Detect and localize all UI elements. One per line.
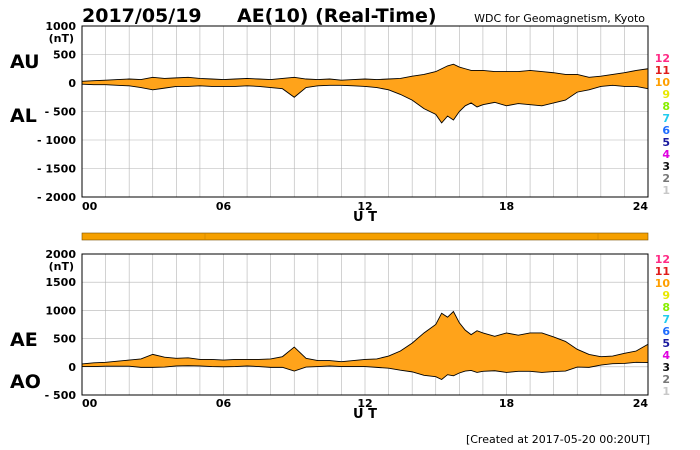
y-tick-label: - 500: [45, 106, 77, 119]
x-axis-label: U T: [353, 210, 377, 225]
station-legend-item: 5: [662, 136, 670, 149]
station-legend-item: 7: [662, 313, 670, 326]
station-legend-item: 8: [662, 301, 670, 314]
x-tick-label: 18: [499, 200, 514, 213]
station-legend-item: 9: [662, 88, 670, 101]
y-tick-label: - 1500: [37, 163, 76, 176]
y-tick-label: - 1000: [37, 134, 76, 147]
au-al-panel: 1000 500 0 - 500 - 1000 - 1500 - 2000 00 06 12 18 2…: [10, 20, 649, 225]
plot-frame: [81, 25, 649, 198]
date-title: 2017/05/19: [82, 5, 202, 27]
series-line-ao: [82, 361, 649, 381]
unit-label: (nT): [49, 32, 74, 45]
x-tick-label: 06: [216, 397, 232, 410]
x-tick-label: 06: [216, 200, 232, 213]
plot-frame: [81, 253, 649, 396]
y-tick-label: 2000: [45, 248, 76, 261]
station-legend-item: 12: [655, 253, 670, 266]
series-label-lower: AL: [10, 105, 37, 127]
y-tick-label: 0: [68, 77, 76, 90]
station-legend-item: 6: [662, 124, 670, 137]
series-area-fill: [82, 311, 648, 380]
station-legend-item: 2: [662, 373, 670, 386]
y-tick-label: - 2000: [37, 191, 76, 204]
x-tick-label: 24: [633, 200, 649, 213]
station-legend-item: 12: [655, 52, 670, 65]
x-tick-label: 12: [357, 397, 372, 410]
station-legend-item: 2: [662, 172, 670, 185]
chart-title: AE(10) (Real-Time): [237, 5, 437, 27]
y-tick-label: 1000: [45, 20, 76, 33]
station-legend-item: 9: [662, 289, 670, 302]
station-legend-item: 1: [662, 184, 670, 197]
series-label-upper: AE: [10, 329, 38, 351]
station-legend-item: 11: [655, 64, 670, 77]
y-tick-label: - 500: [45, 389, 77, 402]
station-legend-item: 11: [655, 265, 670, 278]
series-label-upper: AU: [10, 51, 40, 73]
unit-label: (nT): [49, 260, 74, 273]
status-bar: [81, 232, 649, 241]
series-area-fill: [82, 64, 648, 123]
x-tick-label: 18: [499, 397, 514, 410]
source-label: WDC for Geomagnetism, Kyoto: [474, 12, 645, 25]
x-tick-label: 00: [82, 397, 98, 410]
station-legend-item: 4: [662, 349, 670, 362]
station-legend-item: 5: [662, 337, 670, 350]
series-line-au: [81, 63, 649, 82]
x-tick-label: 24: [633, 397, 649, 410]
station-legend-item: 3: [662, 361, 670, 374]
y-tick-label: 1500: [45, 276, 76, 289]
series-line-al: [81, 83, 649, 124]
series-label-lower: AO: [10, 371, 41, 393]
station-legend-item: 6: [662, 325, 670, 338]
station-legend-item: 10: [655, 76, 671, 89]
station-legend-item: 3: [662, 160, 670, 173]
y-tick-label: 1000: [45, 304, 76, 317]
x-tick-label: 12: [357, 200, 372, 213]
ae-ao-panel: 2000 1500 1000 500 0 - 500 00 06 12 18 24 U T (nT) AE…: [10, 248, 649, 422]
series-line-ae: [81, 310, 649, 365]
x-tick-label: 00: [82, 200, 98, 213]
station-legend-item: 1: [662, 385, 670, 398]
y-tick-label: 0: [68, 361, 76, 374]
y-tick-label: 500: [53, 333, 76, 346]
station-legend-item: 10: [655, 277, 671, 290]
station-legend-item: 8: [662, 100, 670, 113]
created-footer: [Created at 2017-05-20 00:20UT]: [466, 433, 650, 446]
y-tick-label: 500: [53, 49, 76, 62]
station-legend-item: 7: [662, 112, 670, 125]
station-legend-item: 4: [662, 148, 670, 161]
x-axis-label: U T: [353, 407, 377, 422]
